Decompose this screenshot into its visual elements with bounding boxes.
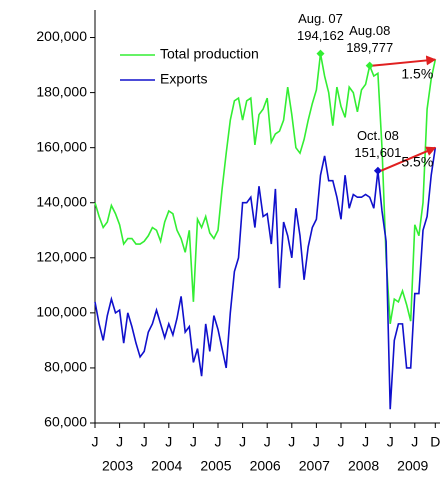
legend-label: Total production (160, 46, 259, 62)
point-marker (365, 61, 374, 70)
x-tick-label: J (411, 434, 418, 450)
series-line (94, 53, 437, 325)
x-tick-label: J (288, 434, 295, 450)
legend-label: Exports (160, 71, 207, 87)
year-label: 2004 (151, 458, 182, 474)
point-value: 151,601 (354, 145, 401, 160)
x-tick-label: J (239, 434, 246, 450)
x-tick-label: J (362, 434, 369, 450)
y-tick-label: 100,000 (36, 304, 87, 320)
y-tick-label: 200,000 (36, 28, 87, 44)
change-label: 1.5% (401, 65, 433, 81)
y-tick-label: 180,000 (36, 83, 87, 99)
x-tick-label: J (387, 434, 394, 450)
point-name: Aug.08 (349, 23, 390, 38)
point-marker (373, 166, 382, 175)
year-label: 2007 (299, 458, 330, 474)
year-label: 2009 (397, 458, 428, 474)
x-tick-label: J (338, 434, 345, 450)
y-tick-label: 160,000 (36, 138, 87, 154)
change-label: 5.5% (401, 153, 433, 169)
year-label: 2005 (200, 458, 231, 474)
x-tick-label: J (92, 434, 99, 450)
year-label: 2006 (250, 458, 281, 474)
change-arrow (380, 146, 437, 172)
x-tick-label: J (141, 434, 148, 450)
x-tick-label: J (165, 434, 172, 450)
y-tick-label: 140,000 (36, 193, 87, 209)
point-name: Aug. 07 (298, 11, 343, 26)
x-tick-label: J (190, 434, 197, 450)
point-value: 194,162 (297, 28, 344, 43)
series-line (94, 147, 437, 410)
point-value: 189,777 (346, 40, 393, 55)
x-tick-label: D (430, 434, 440, 450)
point-marker (316, 49, 325, 58)
x-tick-label: J (215, 434, 222, 450)
x-tick-label: J (313, 434, 320, 450)
x-tick-label: J (116, 434, 123, 450)
y-tick-label: 60,000 (44, 414, 87, 430)
y-tick-label: 80,000 (44, 359, 87, 375)
year-label: 2008 (348, 458, 379, 474)
point-name: Oct. 08 (357, 128, 399, 143)
x-tick-label: J (264, 434, 271, 450)
change-arrow (372, 55, 437, 67)
y-tick-label: 120,000 (36, 249, 87, 265)
year-label: 2003 (102, 458, 133, 474)
